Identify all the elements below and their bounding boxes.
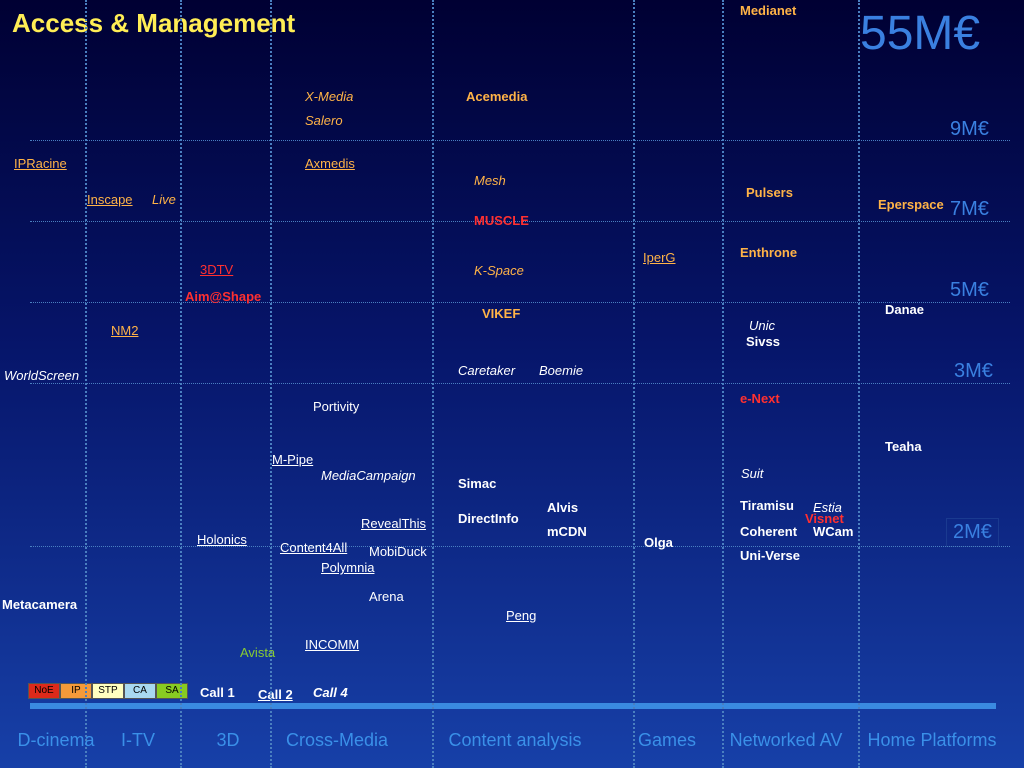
project-label: X-Media bbox=[305, 89, 354, 104]
project-label: Peng bbox=[506, 608, 537, 623]
column-divider bbox=[858, 0, 860, 768]
project-label: Live bbox=[152, 192, 176, 207]
column-label: Home Platforms bbox=[867, 730, 997, 750]
call-label: Call 1 bbox=[200, 685, 235, 700]
budget-line bbox=[30, 383, 1010, 384]
project-label: Uni-Verse bbox=[740, 548, 800, 563]
project-label: Metacamera bbox=[2, 597, 78, 612]
project-label: Inscape bbox=[87, 192, 133, 207]
budget-label: 2M€ bbox=[946, 518, 999, 547]
column-divider bbox=[722, 0, 724, 768]
project-label: MUSCLE bbox=[474, 213, 529, 228]
project-label: Polymnia bbox=[321, 560, 375, 575]
project-label: Acemedia bbox=[466, 89, 528, 104]
project-label: MobiDuck bbox=[369, 544, 427, 559]
column-divider bbox=[432, 0, 434, 768]
column-divider bbox=[180, 0, 182, 768]
column-label: Games bbox=[637, 730, 697, 750]
project-label: Suit bbox=[741, 466, 764, 481]
project-label: Estia bbox=[813, 500, 842, 515]
call-label: Call 2 bbox=[258, 687, 293, 702]
budget-label: 3M€ bbox=[954, 360, 993, 382]
legend-item: IP bbox=[60, 683, 92, 699]
project-label: IperG bbox=[643, 250, 676, 265]
column-label: I-TV bbox=[121, 730, 155, 750]
project-label: Visnet bbox=[805, 511, 844, 526]
project-label: 3DTV bbox=[200, 262, 234, 277]
project-label: Teaha bbox=[885, 439, 922, 454]
project-label: M-Pipe bbox=[272, 452, 314, 467]
project-label: Sivss bbox=[746, 334, 780, 349]
project-label: Enthrone bbox=[740, 245, 798, 260]
budget-label: 7M€ bbox=[950, 198, 989, 220]
budget-line bbox=[30, 546, 1010, 547]
project-label: Aim@Shape bbox=[185, 289, 262, 304]
project-label: RevealThis bbox=[361, 516, 427, 531]
project-label: K-Space bbox=[474, 263, 524, 278]
column-label: Networked AV bbox=[729, 730, 843, 750]
project-label: Holonics bbox=[197, 532, 247, 547]
project-label: Tiramisu bbox=[740, 498, 794, 513]
timeline-bar bbox=[30, 703, 996, 709]
project-label: Simac bbox=[458, 476, 497, 491]
budget-line bbox=[30, 302, 1010, 303]
project-label: INCOMM bbox=[305, 637, 360, 652]
column-divider bbox=[633, 0, 635, 768]
title: Access & Management bbox=[12, 8, 296, 38]
project-label: NM2 bbox=[111, 323, 139, 338]
project-label: VIKEF bbox=[482, 306, 521, 321]
project-label: Arena bbox=[369, 589, 404, 604]
project-label: Boemie bbox=[539, 363, 584, 378]
column-label: Content analysis bbox=[448, 730, 582, 750]
legend-item: CA bbox=[124, 683, 156, 699]
project-label: Coherent bbox=[740, 524, 798, 539]
project-label: Unic bbox=[749, 318, 776, 333]
project-label: WorldScreen bbox=[4, 368, 80, 383]
call-label: Call 4 bbox=[313, 685, 348, 700]
project-label: Avista bbox=[240, 645, 276, 660]
budget-label: 55M€ bbox=[860, 7, 981, 60]
column-divider bbox=[85, 0, 87, 768]
project-label: e-Next bbox=[740, 391, 780, 406]
project-label: Olga bbox=[644, 535, 673, 550]
project-label: mCDN bbox=[547, 524, 587, 539]
legend-item: NoE bbox=[28, 683, 60, 699]
column-label: Cross-Media bbox=[285, 730, 389, 750]
budget-label: 5M€ bbox=[950, 279, 989, 301]
project-label: Medianet bbox=[740, 3, 797, 18]
legend-item: SA bbox=[156, 683, 188, 699]
project-label: Caretaker bbox=[458, 363, 516, 378]
column-label: D-cinema bbox=[17, 730, 95, 750]
column-label: 3D bbox=[216, 730, 240, 750]
project-label: Mesh bbox=[474, 173, 506, 188]
legend-item: STP bbox=[92, 683, 124, 699]
project-label: Pulsers bbox=[746, 185, 793, 200]
project-label: Eperspace bbox=[878, 197, 944, 212]
column-divider bbox=[270, 0, 272, 768]
project-label: Content4All bbox=[280, 540, 348, 555]
budget-line bbox=[30, 140, 1010, 141]
project-label: Danae bbox=[885, 302, 925, 317]
project-label: DirectInfo bbox=[458, 511, 519, 526]
project-label: Salero bbox=[305, 113, 343, 128]
budget-line bbox=[30, 221, 1010, 222]
project-label: MediaCampaign bbox=[321, 468, 416, 483]
project-label: WCam bbox=[813, 524, 854, 539]
budget-label: 9M€ bbox=[950, 118, 989, 140]
project-label: IPRacine bbox=[14, 156, 67, 171]
project-label: Portivity bbox=[313, 399, 360, 414]
project-label: Alvis bbox=[547, 500, 579, 515]
project-label: Axmedis bbox=[305, 156, 355, 171]
